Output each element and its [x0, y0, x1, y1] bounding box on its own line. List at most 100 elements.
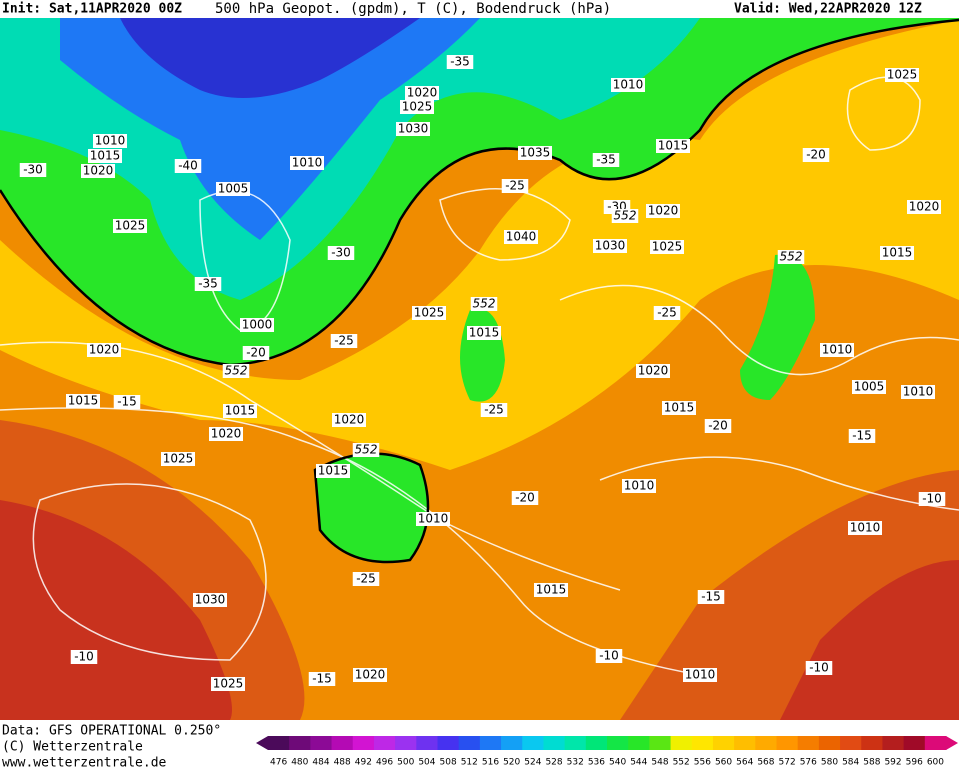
contour-label: -20: [806, 148, 826, 162]
contour-label: 1035: [520, 146, 551, 160]
colorbar-cell: [734, 736, 756, 750]
colorbar-label: 504: [418, 758, 435, 768]
label-box: [504, 230, 538, 244]
label-box: [880, 246, 914, 260]
contour-label: 1010: [903, 385, 934, 399]
contour-label: 1010: [822, 343, 853, 357]
contour-label: 1010: [613, 78, 644, 92]
contour-label: 1040: [506, 230, 537, 244]
label-box: [242, 346, 270, 360]
colorbar-label: 560: [715, 758, 732, 768]
colorbar-label: 572: [779, 758, 796, 768]
label-box: [611, 209, 639, 223]
label-box: [308, 672, 336, 686]
label-box: [88, 149, 122, 163]
colorbar-cell: [564, 736, 587, 750]
colorbar-label: 516: [482, 758, 499, 768]
label-box: [446, 55, 474, 69]
label-box: [802, 148, 830, 162]
label-box: [534, 583, 568, 597]
label-box: [240, 318, 274, 332]
contour-label: -10: [809, 661, 829, 675]
contour-label: 1020: [407, 86, 438, 100]
colorbar-cell: [437, 736, 460, 750]
contour-label: 1005: [854, 380, 885, 394]
contour-label: 552: [614, 209, 637, 223]
label-box: [511, 491, 539, 505]
colorbar-label: 600: [927, 758, 944, 768]
contour-label: -30: [23, 163, 43, 177]
label-box: [19, 163, 47, 177]
contour-label: 1015: [318, 464, 349, 478]
contour-label: -15: [852, 429, 872, 443]
colorbar-cell: [649, 736, 672, 750]
label-box: [87, 343, 121, 357]
label-box: [622, 479, 656, 493]
colorbar-cell: [416, 736, 438, 750]
colorbar-cell: [712, 736, 735, 750]
label-box: [330, 334, 358, 348]
colorbar-cell: [268, 736, 290, 750]
contour-label: -25: [505, 179, 525, 193]
label-box: [327, 246, 355, 260]
label-box: [211, 677, 245, 691]
colorbar-cell: [797, 736, 820, 750]
colorbar-label: 596: [906, 758, 923, 768]
contour-label: -40: [178, 159, 198, 173]
contour-label: -10: [922, 492, 942, 506]
label-box: [704, 419, 732, 433]
label-box: [113, 219, 147, 233]
contour-label: 1020: [909, 200, 940, 214]
contour-label: -15: [117, 395, 137, 409]
colorbar-cell: [352, 736, 375, 750]
label-box: [653, 306, 681, 320]
contour-label: 1010: [95, 134, 126, 148]
label-box: [113, 395, 141, 409]
contour-label: 552: [473, 297, 496, 311]
label-box: [400, 100, 434, 114]
colorbar-label: 500: [397, 758, 414, 768]
label-box: [480, 403, 508, 417]
contour-label: -25: [356, 572, 376, 586]
colorbar-cell: [373, 736, 396, 750]
contour-label: 1015: [225, 404, 256, 418]
colorbar-label: 580: [821, 758, 838, 768]
colorbar-label: 520: [503, 758, 520, 768]
label-box: [405, 86, 439, 100]
label-box: [805, 661, 833, 675]
contour-label: 1025: [402, 100, 433, 114]
contour-label: 1020: [334, 413, 365, 427]
footer-copyright: (C) Wetterzentrale: [2, 740, 143, 755]
contour-label: -25: [334, 334, 354, 348]
label-box: [918, 492, 946, 506]
contour-label: 1030: [595, 239, 626, 253]
label-box: [662, 401, 696, 415]
contour-label: 1015: [68, 394, 99, 408]
colorbar-label: 508: [440, 758, 457, 768]
contour-label: -30: [331, 246, 351, 260]
contour-label: 552: [225, 364, 248, 378]
label-box: [222, 364, 250, 378]
contour-label: 1010: [418, 512, 449, 526]
contour-label: -25: [657, 306, 677, 320]
contour-label: 1020: [211, 427, 242, 441]
colorbar-label: 480: [291, 758, 308, 768]
label-box: [467, 326, 501, 340]
colorbar-label: 584: [842, 758, 859, 768]
label-box: [885, 68, 919, 82]
label-box: [683, 668, 717, 682]
label-box: [216, 182, 250, 196]
isobars: [0, 76, 959, 676]
contour-label: -35: [198, 277, 218, 291]
colorbar-label: 484: [312, 758, 329, 768]
colorbar-label: 536: [588, 758, 605, 768]
contour-label: 1005: [218, 182, 249, 196]
colorbar-cell: [670, 736, 693, 750]
label-box: [697, 590, 725, 604]
contour-label: -10: [599, 649, 619, 663]
contour-label: 1025: [115, 219, 146, 233]
colorbar-label: 532: [567, 758, 584, 768]
contour-label: 1025: [213, 677, 244, 691]
